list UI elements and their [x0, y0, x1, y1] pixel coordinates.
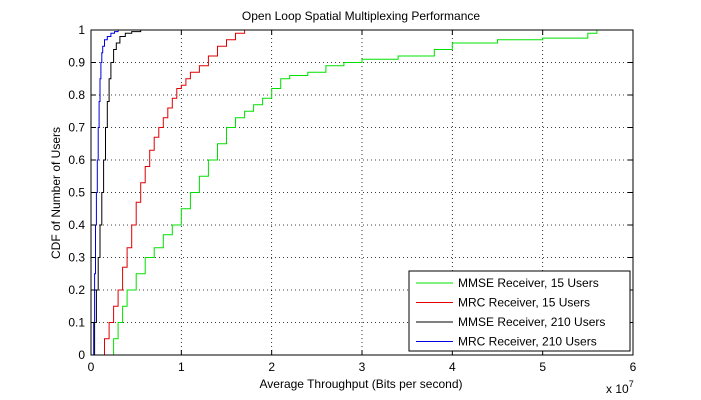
legend-entry-label: MMSE Receiver, 15 Users [458, 276, 599, 290]
y-tick-label: 0.4 [68, 218, 85, 232]
y-tick-label: 0.9 [68, 56, 85, 70]
legend: MMSE Receiver, 15 Users MRC Receiver, 15 … [408, 270, 631, 352]
x-tick-label: 4 [449, 360, 456, 374]
x-axis-multiplier: x 107 [606, 379, 634, 396]
x-tick-labels: 0 1 2 3 4 5 6 [88, 360, 637, 374]
legend-entry-label: MRC Receiver, 210 Users [458, 335, 597, 349]
tick-marks [90, 29, 634, 356]
y-tick-label: 0.1 [68, 316, 85, 330]
y-tick-label: 0.6 [68, 153, 85, 167]
y-tick-label: 0.3 [68, 251, 85, 265]
x-tick-label: 6 [630, 360, 637, 374]
y-tick-label: 0.5 [68, 186, 85, 200]
x-tick-label: 2 [268, 360, 275, 374]
y-tick-labels: 0 0.1 0.2 0.3 0.4 0.5 0.6 0.7 0.8 0.9 1 [68, 23, 85, 362]
y-tick-label: 1 [78, 23, 85, 37]
x-tick-label: 5 [539, 360, 546, 374]
x-tick-label: 3 [359, 360, 366, 374]
y-tick-label: 0.8 [68, 88, 85, 102]
y-axis-label: CDF of Number of Users [49, 127, 63, 259]
series-line-mmse-receiver-15-users [109, 30, 598, 356]
legend-box [408, 270, 631, 352]
y-tick-label: 0.2 [68, 283, 85, 297]
x-tick-label: 0 [88, 360, 95, 374]
x-axis-label: Average Throughput (Bits per second) [259, 377, 462, 391]
y-tick-label: 0.7 [68, 121, 85, 135]
legend-entry-label: MMSE Receiver, 210 Users [458, 315, 605, 329]
chart-title: Open Loop Spatial Multiplexing Performan… [242, 9, 480, 23]
x-tick-label: 1 [178, 360, 185, 374]
x-multiplier-exponent: 7 [629, 379, 634, 389]
y-tick-label: 0 [78, 348, 85, 362]
legend-entry-label: MRC Receiver, 15 Users [458, 296, 590, 310]
series-line-mrc-receiver-15-users [100, 30, 246, 356]
series-line-mmse-receiver-210-users [92, 30, 142, 356]
x-multiplier-base: x 10 [606, 382, 629, 396]
